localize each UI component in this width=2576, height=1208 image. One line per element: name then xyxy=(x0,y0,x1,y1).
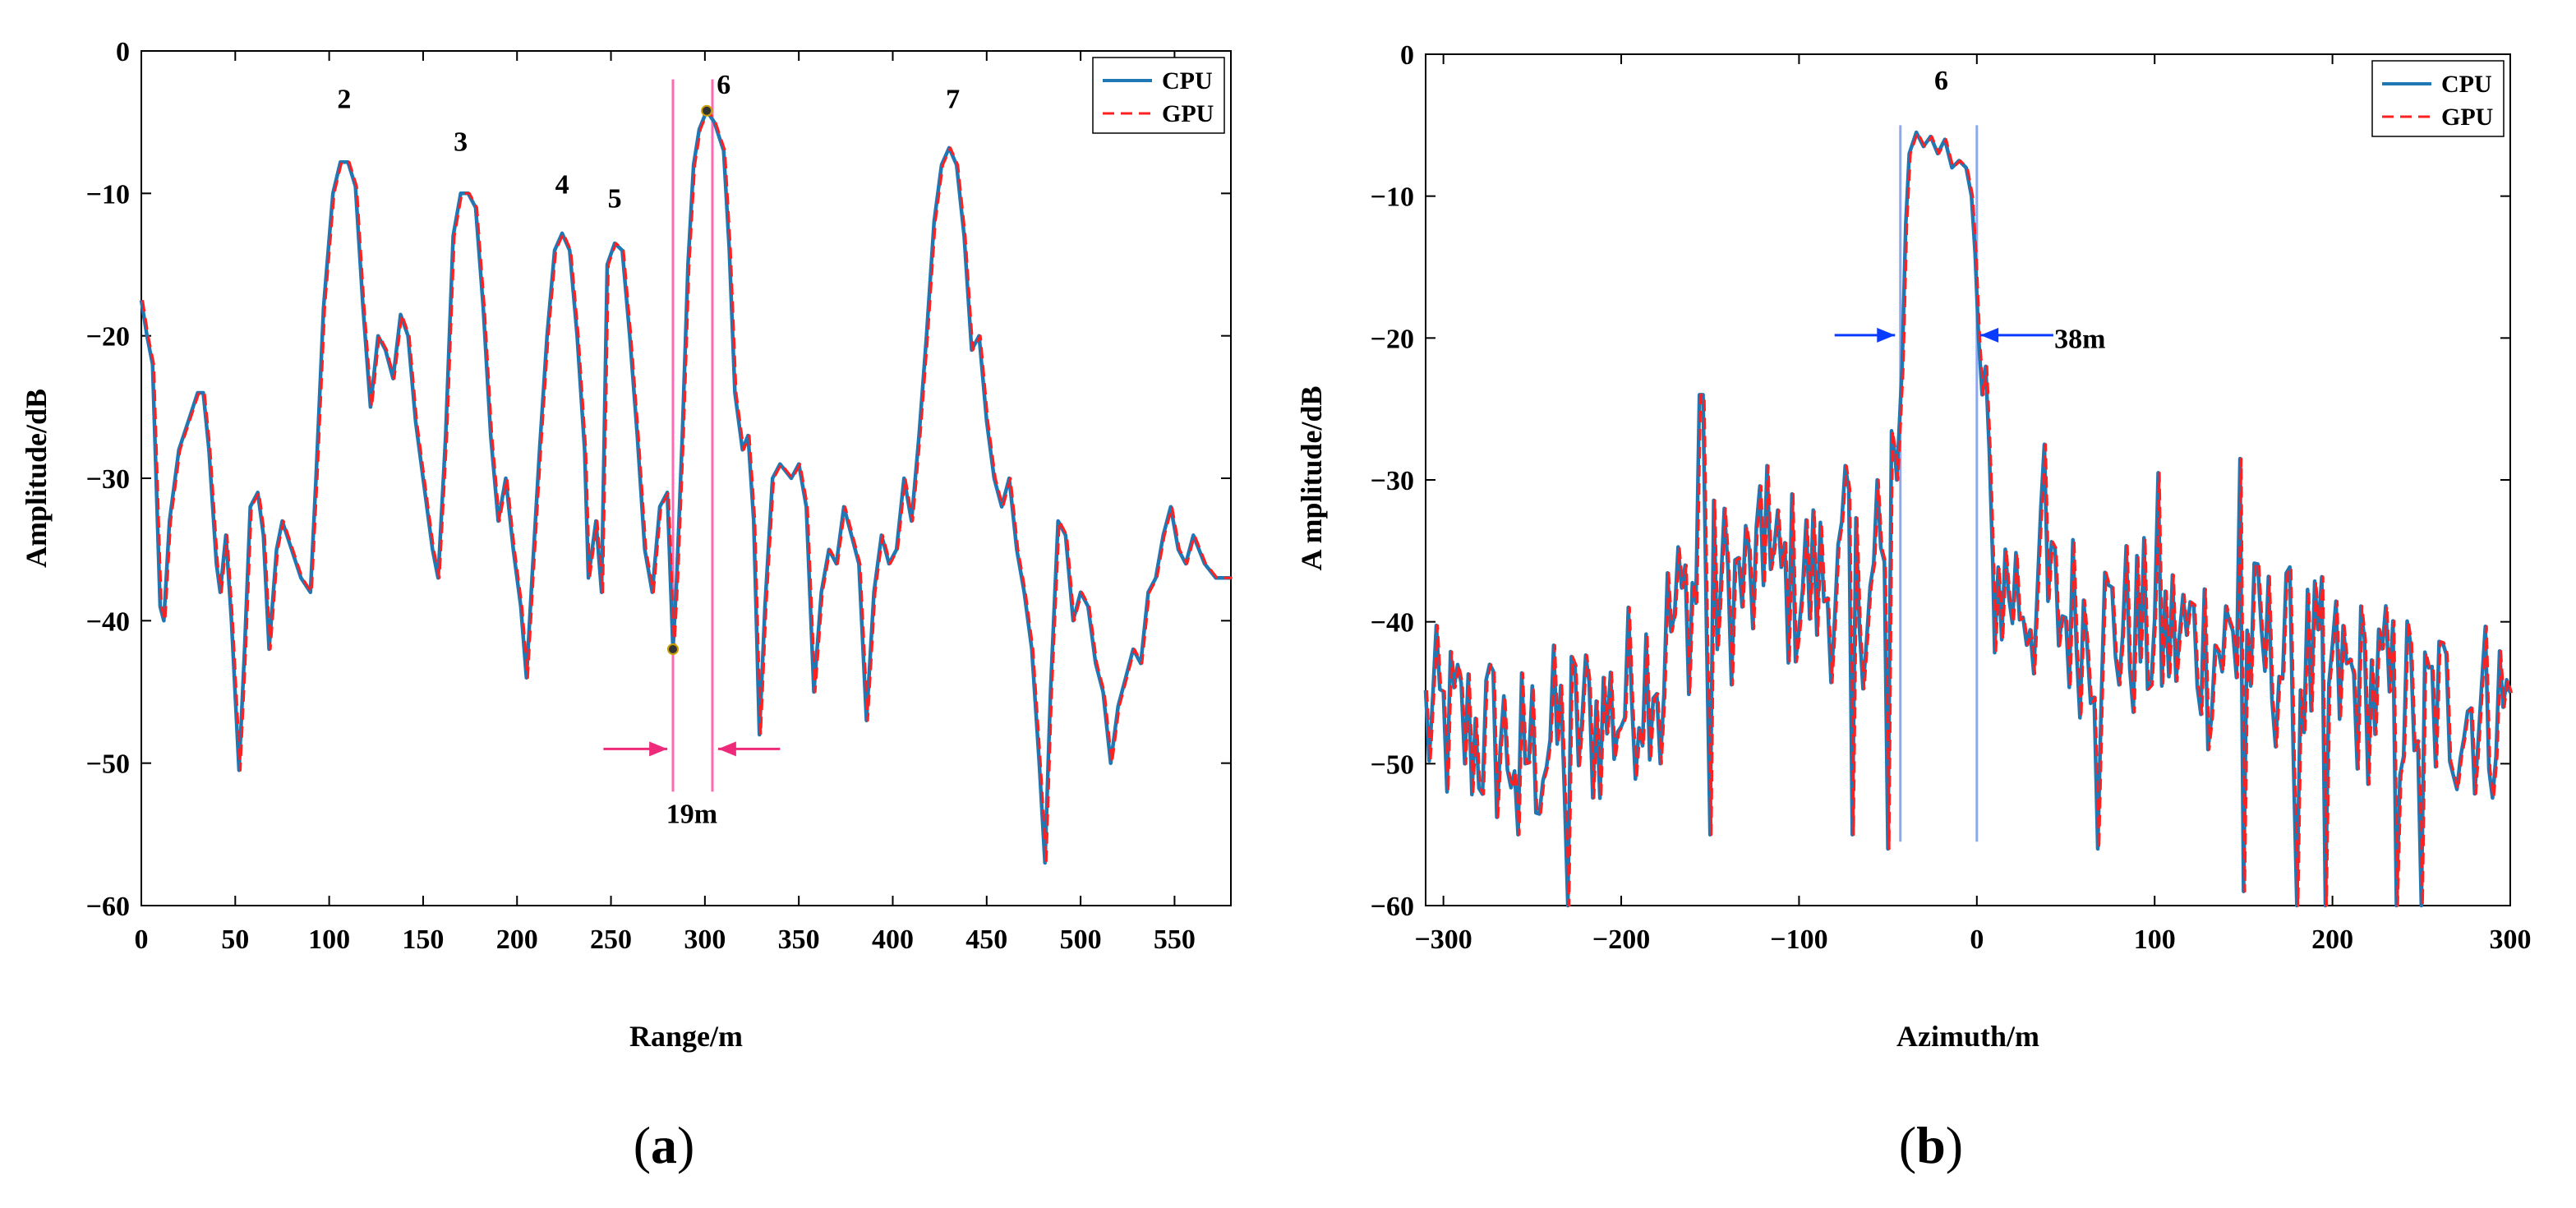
b-series-gpu-line xyxy=(1426,131,2514,907)
a-series-cpu-line xyxy=(139,108,1231,865)
b-width-annotation: 38m xyxy=(2054,324,2105,354)
chart-b-resolution-lines xyxy=(1899,125,1979,842)
a-xtick-label: 0 xyxy=(135,924,149,955)
chart-a-ticks: 0 50 100 150 200 250 300 350 400 450 500 550 0 −10 −20… xyxy=(86,37,1231,955)
b-legend-box xyxy=(2371,60,2505,137)
a-ytick-label: −50 xyxy=(86,749,130,780)
b-width-arrow-head xyxy=(1980,327,1999,343)
a-ytick-label: −30 xyxy=(86,464,130,495)
b-width-arrow-head xyxy=(1877,327,1896,343)
a-xtick-label: 200 xyxy=(496,924,538,955)
chart-b-series xyxy=(1423,130,2514,908)
b-xtick-label: 0 xyxy=(1970,924,1984,955)
a-xtick-label: 500 xyxy=(1060,924,1102,955)
a-xtick-label: 100 xyxy=(308,924,350,955)
b-ytick-label: −10 xyxy=(1371,182,1414,213)
b-xtick-label: 300 xyxy=(2490,924,2532,955)
b-xtick-label: 200 xyxy=(2311,924,2353,955)
b-peak-label: 6 xyxy=(1934,66,1948,96)
a-legend-label-cpu: CPU xyxy=(1162,67,1213,95)
a-width-annotation: 19m xyxy=(666,799,717,829)
a-peak-label: 6 xyxy=(717,70,730,100)
chart-a-annotations: 2 3 4 5 6 7 19m xyxy=(337,70,960,829)
caption-a: (a) xyxy=(634,1116,695,1174)
chart-a-legend: CPU GPU xyxy=(1092,57,1225,134)
chart-a: 0 50 100 150 200 250 300 350 400 450 500 550 0 −10 −20… xyxy=(20,37,1233,1174)
a-ytick-label: −10 xyxy=(86,179,130,210)
b-ytick-label: −30 xyxy=(1371,466,1414,496)
chart-b-ylabel: A mplitude/dB xyxy=(1295,385,1328,570)
a-legend-label-gpu: GPU xyxy=(1162,100,1214,127)
chart-a-xlabel: Range/m xyxy=(629,1020,743,1053)
chart-b-legend: CPU GPU xyxy=(2371,60,2505,137)
a-peak-label: 2 xyxy=(337,84,351,114)
a-width-arrow-head xyxy=(717,741,736,757)
a-peak-marker xyxy=(666,643,679,655)
a-xtick-label: 150 xyxy=(402,924,444,955)
chart-b-ticks: −300 −200 −100 0 100 200 300 0 −10 −20 −30 −40 −50 −6… xyxy=(1371,40,2532,955)
b-legend-label-gpu: GPU xyxy=(2441,104,2493,131)
a-ytick-label: 0 xyxy=(116,37,130,67)
b-series-cpu-line xyxy=(1423,130,2513,908)
b-xtick-label: −100 xyxy=(1770,924,1827,955)
b-ytick-label: 0 xyxy=(1400,40,1414,71)
b-xtick-label: 100 xyxy=(2134,924,2176,955)
b-ytick-label: −60 xyxy=(1371,892,1414,922)
b-xtick-label: −300 xyxy=(1414,924,1472,955)
b-ytick-label: −50 xyxy=(1371,749,1414,780)
a-xtick-label: 50 xyxy=(221,924,249,955)
chart-a-series xyxy=(139,108,1233,865)
a-peak-label: 3 xyxy=(454,127,468,157)
a-xtick-label: 250 xyxy=(590,924,632,955)
a-xtick-label: 550 xyxy=(1154,924,1196,955)
a-xtick-label: 400 xyxy=(872,924,914,955)
b-legend-label-cpu: CPU xyxy=(2441,71,2492,98)
a-xtick-label: 300 xyxy=(684,924,726,955)
chart-a-resolution-lines xyxy=(671,79,714,792)
a-series-gpu-line xyxy=(141,109,1233,865)
chart-b: −300 −200 −100 0 100 200 300 0 −10 −20 −30 −40 −50 −6… xyxy=(1295,40,2532,1174)
a-peak-label: 4 xyxy=(555,169,569,200)
a-ytick-label: −40 xyxy=(86,606,130,637)
b-ytick-label: −40 xyxy=(1371,608,1414,639)
a-ytick-label: −20 xyxy=(86,322,130,353)
chart-a-ylabel: Amplitude/dB xyxy=(20,389,53,568)
caption-b: (b) xyxy=(1899,1116,1963,1174)
a-legend-box xyxy=(1092,57,1225,134)
b-ytick-label: −20 xyxy=(1371,324,1414,354)
chart-a-plot-frame xyxy=(141,50,1232,906)
chart-b-annotations: 6 38m xyxy=(1834,66,2105,354)
b-xtick-label: −200 xyxy=(1592,924,1650,955)
a-xtick-label: 350 xyxy=(778,924,820,955)
a-xtick-label: 450 xyxy=(965,924,1007,955)
a-peak-marker xyxy=(701,104,713,117)
a-ytick-label: −60 xyxy=(86,892,130,922)
chart-b-xlabel: Azimuth/m xyxy=(1896,1020,2039,1053)
a-peak-label: 7 xyxy=(946,84,960,114)
a-peak-label: 5 xyxy=(608,184,622,214)
a-width-arrow-head xyxy=(649,741,668,757)
